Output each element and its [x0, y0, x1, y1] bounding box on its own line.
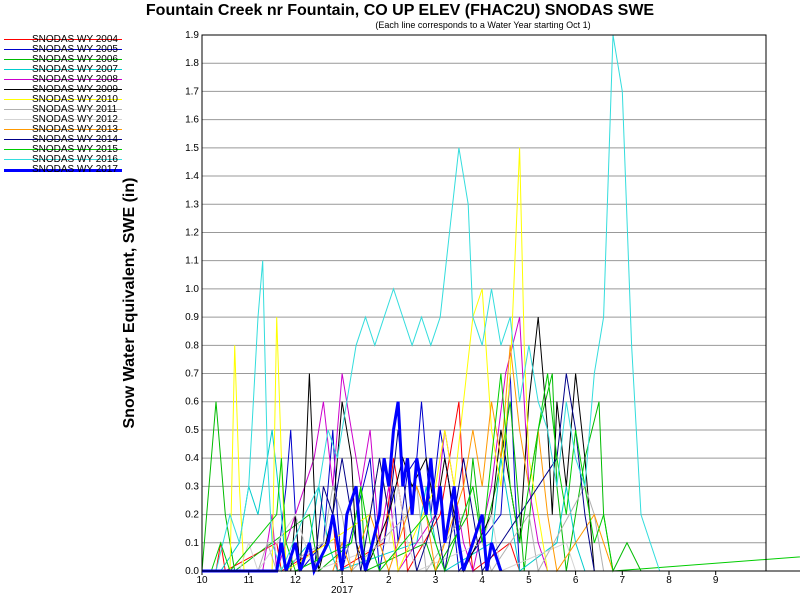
y-tick-label: 1.3 — [185, 199, 199, 210]
y-tick-label: 1.2 — [185, 227, 199, 238]
y-tick-label: 1.8 — [185, 58, 199, 69]
y-tick-label: 0.5 — [185, 425, 199, 436]
legend-label: SNODAS WY 2012 — [32, 114, 118, 125]
x-tick-label: 11 — [244, 575, 255, 586]
legend-underline — [4, 119, 122, 120]
legend-label: SNODAS WY 2016 — [32, 154, 118, 165]
x-tick-label: 8 — [666, 575, 672, 586]
x-tick-label: 2 — [386, 575, 392, 586]
legend-item: SNODAS WY 2006 — [4, 54, 122, 65]
y-tick-label: 0.2 — [185, 510, 199, 521]
x-tick-label: 6 — [573, 575, 579, 586]
legend-underline — [4, 159, 122, 160]
series-line — [215, 401, 521, 573]
x-tick-label: 5 — [526, 575, 532, 586]
legend-item: SNODAS WY 2008 — [4, 74, 122, 85]
legend-underline — [4, 99, 122, 100]
y-tick-label: 0.7 — [185, 369, 199, 380]
legend-item: SNODAS WY 2014 — [4, 134, 122, 145]
legend-underline — [4, 79, 122, 80]
legend-label: SNODAS WY 2006 — [32, 54, 118, 65]
legend-underline — [4, 39, 122, 40]
legend-item: SNODAS WY 2015 — [4, 144, 122, 155]
y-tick-label: 0.4 — [185, 453, 199, 464]
legend-item: SNODAS WY 2009 — [4, 84, 122, 95]
y-tick-label: 0.1 — [185, 538, 199, 549]
series-line — [215, 34, 661, 573]
y-tick-label: 1.4 — [185, 171, 199, 182]
y-tick-label: 0.6 — [185, 397, 199, 408]
chart-title: Fountain Creek nr Fountain, CO UP ELEV (… — [145, 2, 655, 19]
legend-label: SNODAS WY 2005 — [32, 44, 118, 55]
y-tick-label: 0.3 — [185, 481, 199, 492]
y-tick-label: 0.8 — [185, 340, 199, 351]
x-tick-label: 7 — [620, 575, 626, 586]
y-tick-label: 1.0 — [185, 284, 199, 295]
legend-item: SNODAS WY 2012 — [4, 114, 122, 125]
legend-item: SNODAS WY 2004 — [4, 34, 122, 45]
legend-underline — [4, 69, 122, 70]
legend-underline — [4, 89, 122, 90]
x-tick-label: 1 — [339, 575, 345, 586]
y-tick-label: 1.5 — [185, 143, 199, 154]
legend-label: SNODAS WY 2008 — [32, 74, 118, 85]
x-tick-label: 3 — [433, 575, 439, 586]
x-year-label: 2017 — [331, 585, 354, 596]
legend-item: SNODAS WY 2013 — [4, 124, 122, 135]
y-tick-label: 1.1 — [185, 256, 199, 267]
legend-label: SNODAS WY 2007 — [32, 64, 118, 75]
legend-item: SNODAS WY 2005 — [4, 44, 122, 55]
plot-border — [201, 34, 767, 572]
legend-label: SNODAS WY 2013 — [32, 124, 118, 135]
legend-item: SNODAS WY 2016 — [4, 154, 122, 165]
legend-item: SNODAS WY 2017 — [4, 164, 122, 175]
x-tick-label: 12 — [290, 575, 302, 586]
legend-label: SNODAS WY 2017 — [32, 164, 118, 175]
series-line — [290, 317, 800, 573]
legend-underline — [4, 59, 122, 60]
legend-label: SNODAS WY 2010 — [32, 94, 118, 105]
legend: SNODAS WY 2004 SNODAS WY 2005 SNODAS WY 20… — [4, 34, 122, 175]
x-tick-label: 9 — [713, 575, 719, 586]
series-line — [238, 486, 577, 573]
y-tick-label: 1.9 — [185, 30, 199, 41]
legend-item: SNODAS WY 2011 — [4, 104, 122, 115]
legend-label: SNODAS WY 2009 — [32, 84, 118, 95]
legend-label: SNODAS WY 2015 — [32, 144, 118, 155]
legend-item: SNODAS WY 2007 — [4, 64, 122, 75]
series-line — [201, 373, 800, 573]
x-tick-label: 10 — [196, 575, 208, 586]
legend-underline — [4, 139, 122, 140]
series-line — [210, 373, 800, 573]
series-line — [229, 147, 549, 573]
legend-underline — [4, 169, 122, 172]
legend-underline — [4, 109, 122, 110]
series-line — [202, 401, 503, 576]
legend-underline — [4, 49, 122, 50]
legend-item: SNODAS WY 2010 — [4, 94, 122, 105]
legend-underline — [4, 149, 122, 150]
y-tick-label: 1.6 — [185, 115, 199, 126]
y-tick-label: 1.7 — [185, 86, 199, 97]
x-tick-label: 4 — [479, 575, 485, 586]
y-tick-label: 0.9 — [185, 312, 199, 323]
legend-underline — [4, 129, 122, 130]
legend-label: SNODAS WY 2004 — [32, 34, 118, 45]
legend-label: SNODAS WY 2014 — [32, 134, 118, 145]
y-tick-label: 0.0 — [185, 566, 199, 577]
chart-subtitle: (Each line corresponds to a Water Year s… — [375, 20, 591, 30]
legend-label: SNODAS WY 2011 — [32, 104, 118, 115]
